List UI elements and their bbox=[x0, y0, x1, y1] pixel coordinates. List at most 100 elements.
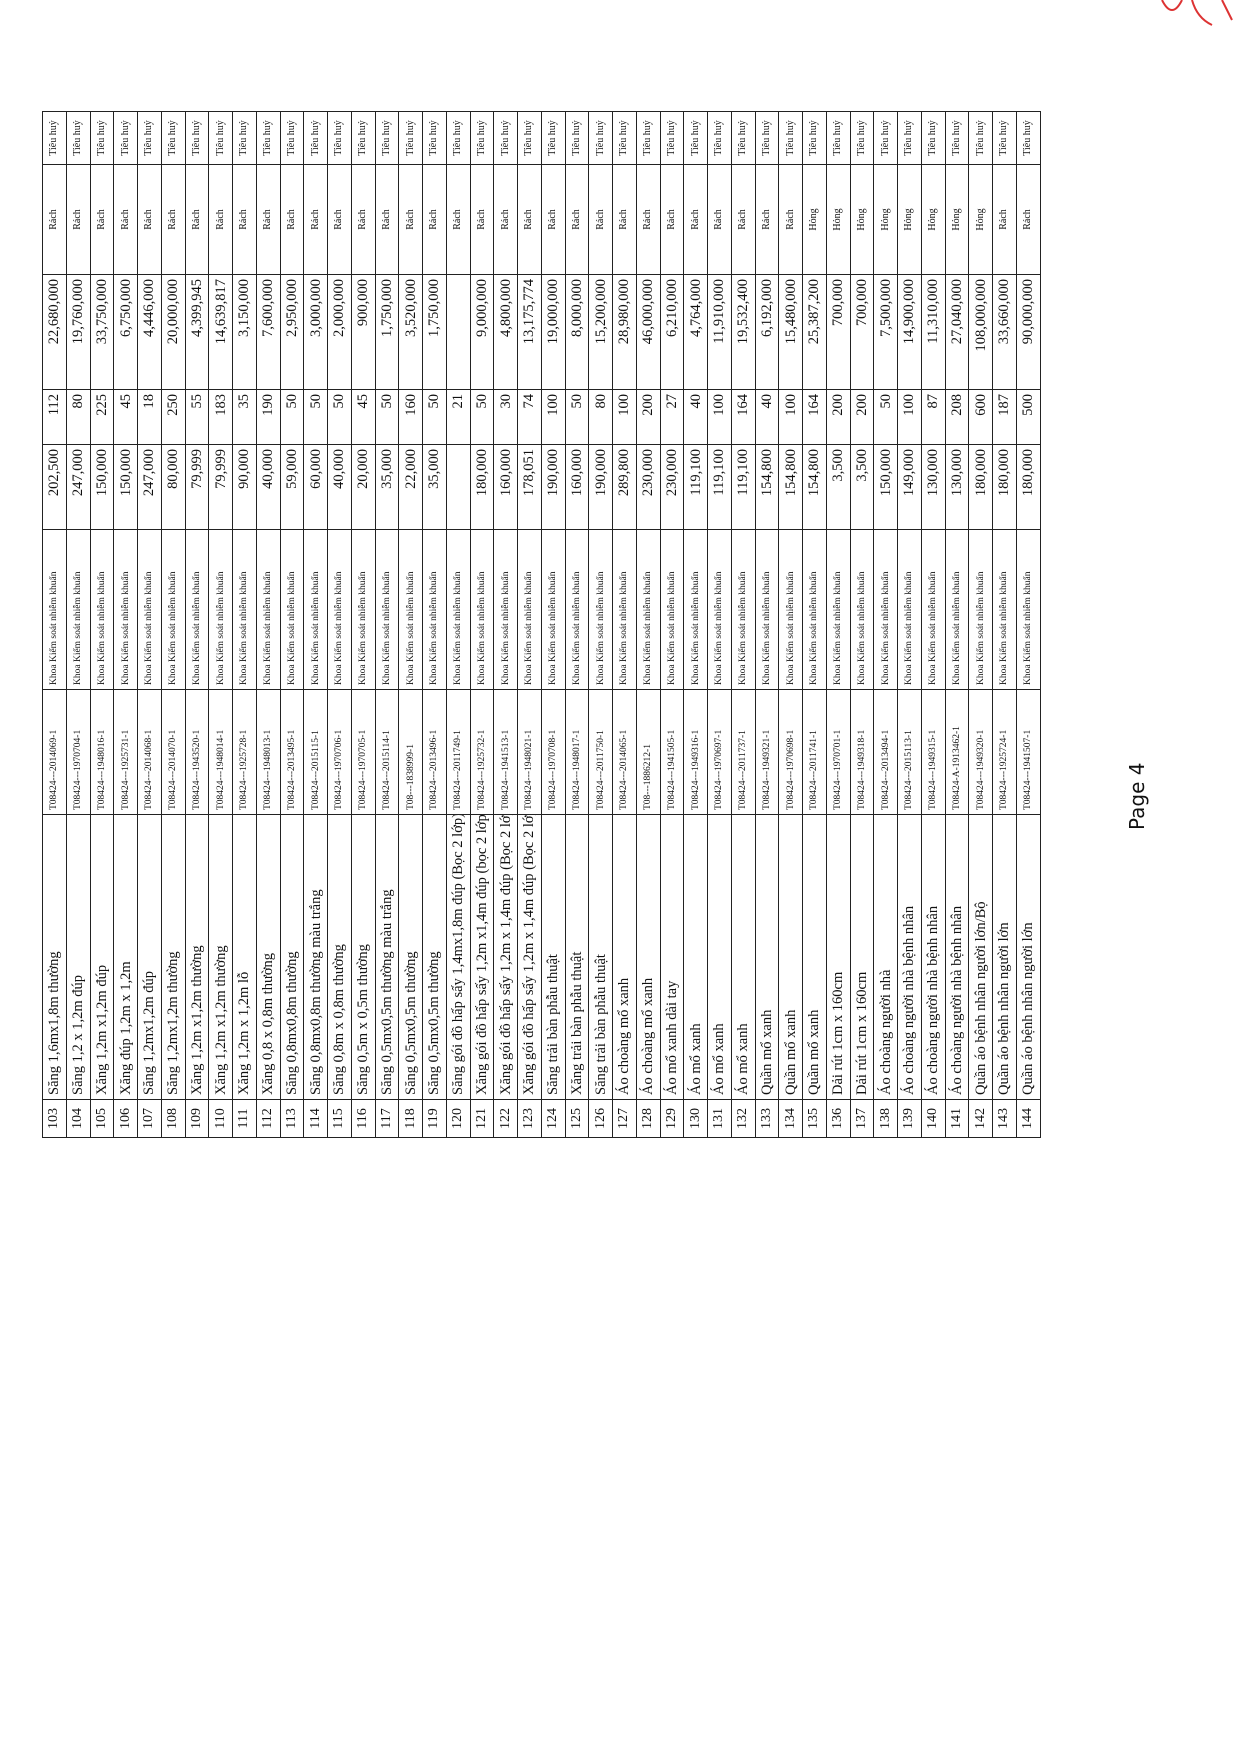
unit-price: 130,000 bbox=[945, 444, 969, 530]
unit-price: 3,500 bbox=[826, 444, 850, 530]
item-code: T08424---1949320-1 bbox=[968, 689, 993, 815]
quantity: 50 bbox=[375, 389, 399, 445]
total-amount: 3,150,000 bbox=[232, 274, 257, 390]
table-row: 124 Săng trải bàn phẫu thuật T08424---1970… bbox=[541, 111, 565, 1138]
unit-price: 35,000 bbox=[422, 444, 447, 530]
department: Khoa Kiểm soát nhiễm khuẩn bbox=[612, 529, 637, 690]
table-row: 104 Săng 1,2 x 1,2m đúp T08424---1970704-1… bbox=[66, 111, 90, 1138]
quantity: 40 bbox=[683, 389, 708, 445]
department: Khoa Kiểm soát nhiễm khuẩn bbox=[565, 529, 589, 690]
item-name: Xăng trải bàn phẫu thuật bbox=[565, 814, 589, 1100]
inventory-table: 103 Săng 1,6mx1,8m thường T08424---2014069… bbox=[42, 111, 1041, 1138]
item-code: T08424---1970705-1 bbox=[351, 689, 375, 815]
item-code: T08424---1941505-1 bbox=[660, 689, 684, 815]
row-number: 125 bbox=[565, 1099, 589, 1138]
action: Tiêu huỷ bbox=[208, 111, 233, 165]
reason: Rách bbox=[470, 164, 494, 275]
quantity: 183 bbox=[208, 389, 233, 445]
total-amount: 28,980,000 bbox=[612, 274, 637, 390]
row-number: 107 bbox=[137, 1099, 162, 1138]
unit-price: 247,000 bbox=[66, 444, 90, 530]
unit-price: 119,100 bbox=[683, 444, 708, 530]
total-amount: 7,500,000 bbox=[873, 274, 898, 390]
quantity: 45 bbox=[351, 389, 375, 445]
total-amount: 9,000,000 bbox=[470, 274, 494, 390]
action: Tiêu huỷ bbox=[612, 111, 637, 165]
item-name: Xăng gói đồ hấp sấy 1,2m x1,4m đúp (bọc … bbox=[470, 814, 494, 1100]
total-amount: 6,210,000 bbox=[660, 274, 684, 390]
item-name: Săng 1,2mx1,2m đúp bbox=[137, 814, 162, 1100]
department: Khoa Kiểm soát nhiễm khuẩn bbox=[992, 529, 1017, 690]
action: Tiêu huỷ bbox=[755, 111, 779, 165]
unit-price: 230,000 bbox=[636, 444, 660, 530]
total-amount: 1,750,000 bbox=[375, 274, 399, 390]
unit-price: 80,000 bbox=[161, 444, 185, 530]
total-amount: 11,910,000 bbox=[707, 274, 732, 390]
reason: Rách bbox=[493, 164, 518, 275]
quantity: 100 bbox=[541, 389, 565, 445]
quantity: 50 bbox=[327, 389, 352, 445]
action: Tiêu huỷ bbox=[66, 111, 90, 165]
table-row: 113 Săng 0,8mx0,8m thường T08424---2013495… bbox=[280, 111, 304, 1138]
item-code: T08424---1970708-1 bbox=[541, 689, 565, 815]
total-amount: 25,387,200 bbox=[802, 274, 827, 390]
action: Tiêu huỷ bbox=[351, 111, 375, 165]
quantity: 187 bbox=[992, 389, 1017, 445]
table-row: 138 Áo choàng người nhà T08424---2013494-1… bbox=[873, 111, 898, 1138]
reason: Rách bbox=[327, 164, 352, 275]
reason: Rách bbox=[161, 164, 185, 275]
action: Tiêu huỷ bbox=[802, 111, 827, 165]
row-number: 110 bbox=[208, 1099, 233, 1138]
department: Khoa Kiểm soát nhiễm khuẩn bbox=[541, 529, 565, 690]
action: Tiêu huỷ bbox=[968, 111, 993, 165]
reason: Rách bbox=[42, 164, 67, 275]
table-row: 111 Xăng 1,2m x 1,2m lỗ T08424---1925728-1… bbox=[232, 111, 257, 1138]
item-name: Áo choàng người nhà bệnh nhân bbox=[897, 814, 922, 1100]
item-code: T08424---1949315-1 bbox=[921, 689, 945, 815]
row-number: 131 bbox=[707, 1099, 732, 1138]
action: Tiêu huỷ bbox=[493, 111, 518, 165]
row-number: 138 bbox=[873, 1099, 898, 1138]
department: Khoa Kiểm soát nhiễm khuẩn bbox=[351, 529, 375, 690]
table-row: 143 Quần áo bệnh nhân người lớn T08424---1… bbox=[992, 111, 1017, 1138]
department: Khoa Kiểm soát nhiễm khuẩn bbox=[517, 529, 542, 690]
department: Khoa Kiểm soát nhiễm khuẩn bbox=[42, 529, 67, 690]
table-row: 118 Săng 0,5mx0,5m thường T08---1838999-1 K… bbox=[398, 111, 423, 1138]
unit-price: 160,000 bbox=[493, 444, 518, 530]
action: Tiêu huỷ bbox=[565, 111, 589, 165]
reason: Rách bbox=[232, 164, 257, 275]
unit-price: 60,000 bbox=[303, 444, 328, 530]
reason: Rách bbox=[707, 164, 732, 275]
item-name: Áo choàng người nhà bệnh nhân bbox=[945, 814, 969, 1100]
action: Tiêu huỷ bbox=[446, 111, 470, 165]
table-row: 106 Xăng đúp 1,2m x 1,2m T08424---1925731-… bbox=[113, 111, 138, 1138]
total-amount: 15,480,000 bbox=[778, 274, 803, 390]
row-number: 105 bbox=[90, 1099, 114, 1138]
item-name: Quần mổ xanh bbox=[802, 814, 827, 1100]
quantity: 600 bbox=[968, 389, 993, 445]
reason: Rách bbox=[398, 164, 423, 275]
unit-price: 79,999 bbox=[185, 444, 209, 530]
department: Khoa Kiểm soát nhiễm khuẩn bbox=[755, 529, 779, 690]
reason: Rách bbox=[636, 164, 660, 275]
item-name: Săng 0,8mx0,8m thường bbox=[280, 814, 304, 1100]
total-amount bbox=[446, 274, 470, 390]
quantity: 112 bbox=[42, 389, 67, 445]
table-row: 135 Quần mổ xanh T08424---2011741-1 Khoa Ki… bbox=[802, 111, 827, 1138]
reason: Rách bbox=[778, 164, 803, 275]
row-number: 134 bbox=[778, 1099, 803, 1138]
action: Tiêu huỷ bbox=[256, 111, 280, 165]
action: Tiêu huỷ bbox=[945, 111, 969, 165]
department: Khoa Kiểm soát nhiễm khuẩn bbox=[636, 529, 660, 690]
row-number: 135 bbox=[802, 1099, 827, 1138]
table-row: 115 Săng 0,8m x 0,8m thường T08424---19707… bbox=[327, 111, 352, 1138]
unit-price: 20,000 bbox=[351, 444, 375, 530]
unit-price: 154,800 bbox=[802, 444, 827, 530]
department: Khoa Kiểm soát nhiễm khuẩn bbox=[161, 529, 185, 690]
item-name: Xăng gói đồ hấp sấy 1,2m x 1,4m đúp (Bọc… bbox=[493, 814, 518, 1100]
item-name: Săng gói đồ hấp sấy 1,4mx1,8m đúp (Bọc 2… bbox=[446, 814, 470, 1100]
item-code: T08424---2015115-1 bbox=[303, 689, 328, 815]
reason: Hỏng bbox=[921, 164, 945, 275]
table-row: 139 Áo choàng người nhà bệnh nhân T08424--… bbox=[897, 111, 922, 1138]
row-number: 120 bbox=[446, 1099, 470, 1138]
